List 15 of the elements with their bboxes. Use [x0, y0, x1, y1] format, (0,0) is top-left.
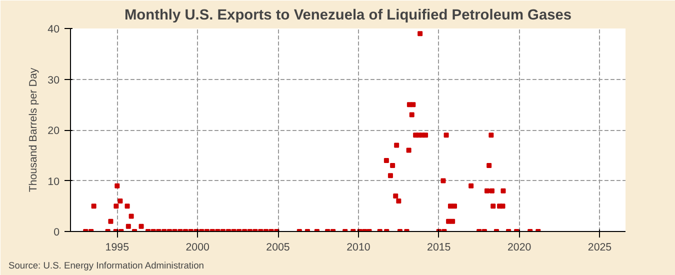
y-tick-label: 0	[54, 226, 60, 238]
y-tick-label: 10	[48, 176, 60, 188]
x-tick-label: 2015	[427, 242, 451, 254]
x-tick-label: 2005	[266, 242, 290, 254]
source-note: Source: U.S. Energy Information Administration	[8, 260, 204, 270]
x-tick-label: 2020	[507, 242, 532, 254]
x-tick-label: 2000	[186, 242, 210, 254]
y-tick-label: 30	[48, 74, 60, 86]
y-tick-label: 20	[48, 125, 60, 137]
y-tick-label: 40	[48, 24, 60, 36]
x-tick-label: 2010	[346, 242, 370, 254]
x-tick-label: 1995	[105, 242, 130, 254]
y-axis-title: Thousand Barrels per Day	[28, 67, 40, 192]
chart-title: Monthly U.S. Exports to Venezuela of Liquified Petroleum Gases	[124, 8, 572, 24]
x-tick-label: 2025	[588, 242, 612, 254]
